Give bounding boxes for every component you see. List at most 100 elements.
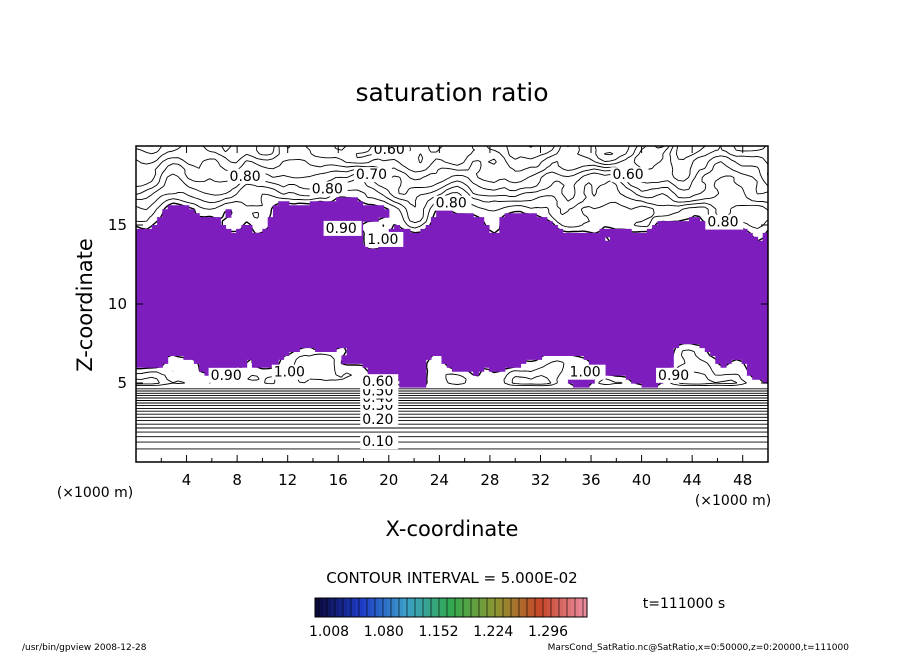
colorbar-cell <box>579 598 584 617</box>
colorbar-cell <box>379 598 384 617</box>
colorbar-cell <box>483 598 488 617</box>
contour-label-bg <box>208 367 247 383</box>
colorbar-cell <box>527 598 532 617</box>
colorbar-cell <box>431 598 436 617</box>
colorbar-tick-label: 1.152 <box>418 624 458 640</box>
y-tick-label: 10 <box>108 295 127 313</box>
contour-label-bg <box>360 374 399 390</box>
colorbar-cell <box>499 598 504 617</box>
colorbar-cell <box>455 598 460 617</box>
colorbar-cell <box>411 598 416 617</box>
colorbar-cell <box>471 598 476 617</box>
colorbar-cell <box>503 598 508 617</box>
colorbar-cell <box>519 598 524 617</box>
contour-label: 0.80 <box>312 181 343 197</box>
colorbar-cell <box>547 598 552 617</box>
colorbar-cell <box>399 598 404 617</box>
x-tick-label: 8 <box>232 471 242 489</box>
colorbar <box>314 597 588 618</box>
colorbar-cell <box>491 598 496 617</box>
colorbar-cell <box>583 598 588 617</box>
colorbar-cell <box>351 598 356 617</box>
colorbar-cell <box>315 598 320 617</box>
contour-label-bg <box>323 220 362 236</box>
contour-label: 0.10 <box>362 434 393 450</box>
x-tick-label: 16 <box>329 471 348 489</box>
x-tick-label: 48 <box>733 471 752 489</box>
colorbar-cell <box>447 598 452 617</box>
contour-label-bg <box>656 367 695 383</box>
plot-area: 0.100.200.300.400.500.601.000.901.000.90… <box>136 146 768 450</box>
colorbar-cell <box>375 598 380 617</box>
colorbar-cell <box>415 598 420 617</box>
colorbar-tick-label: 1.296 <box>528 624 568 640</box>
colorbar-cell <box>427 598 432 617</box>
contour-label: 0.90 <box>658 368 689 384</box>
colorbar-cell <box>463 598 468 617</box>
colorbar-cell <box>507 598 512 617</box>
colorbar-cell <box>487 598 492 617</box>
colorbar-ticks: 1.008 1.080 1.152 1.224 1.296 <box>309 624 568 640</box>
x-tick-label: 20 <box>379 471 398 489</box>
x-axis-label: X-coordinate <box>386 517 519 541</box>
colorbar-cell <box>443 598 448 617</box>
colorbar-cell <box>551 598 556 617</box>
y-axis-label: Z-coordinate <box>73 238 97 372</box>
contour-label: 1.00 <box>570 365 601 381</box>
colorbar-cell <box>467 598 472 617</box>
contour-label-bg <box>705 214 744 230</box>
y-axis-unit: (×1000 m) <box>695 493 771 509</box>
contour-label: 0.80 <box>707 215 738 231</box>
contour-label: 0.90 <box>326 221 357 237</box>
colorbar-cell <box>331 598 336 617</box>
colorbar-cell <box>535 598 540 617</box>
x-tick-label: 24 <box>430 471 449 489</box>
contour-label-bg <box>360 412 399 428</box>
x-axis-ticks: 4 8 12 16 20 24 28 32 36 40 44 48 <box>160 146 752 489</box>
contour-label: 0.80 <box>230 169 261 185</box>
colorbar-cell <box>567 598 572 617</box>
colorbar-cell <box>383 598 388 617</box>
colorbar-cell <box>575 598 580 617</box>
colorbar-cell <box>371 598 376 617</box>
contour-label-bg <box>365 231 404 247</box>
x-tick-label: 32 <box>531 471 550 489</box>
contour-label: 1.00 <box>274 365 305 381</box>
colorbar-cell <box>403 598 408 617</box>
contour-line-0.70 <box>136 146 768 401</box>
colorbar-cell <box>479 598 484 617</box>
contour-label-bg <box>371 146 410 157</box>
colorbar-cell <box>327 598 332 617</box>
colorbar-cell <box>539 598 544 617</box>
footer-right: MarsCond_SatRatio.nc@SatRatio,x=0:50000,… <box>548 643 850 653</box>
contour-line-0.85 <box>136 172 768 394</box>
x-axis-left-unit: (×1000 m) <box>57 485 133 501</box>
x-tick-label: 12 <box>278 471 297 489</box>
time-label: t=111000 s <box>643 596 725 612</box>
contour-label: 0.20 <box>362 412 393 428</box>
colorbar-cell <box>563 598 568 617</box>
colorbar-cell <box>423 598 428 617</box>
supersaturated-region <box>136 197 768 388</box>
contour-label: 1.00 <box>367 232 398 248</box>
contour-label-bg <box>271 364 310 380</box>
contour-label: 0.90 <box>211 368 242 384</box>
contour-label-bg <box>567 364 606 380</box>
colorbar-cell <box>511 598 516 617</box>
colorbar-cell <box>359 598 364 617</box>
shaded-regions <box>136 197 768 388</box>
colorbar-cell <box>555 598 560 617</box>
contour-label: 0.70 <box>356 167 387 183</box>
contour-line-0.60 <box>136 146 768 407</box>
colorbar-cell <box>323 598 328 617</box>
x-tick-label: 28 <box>480 471 499 489</box>
colorbar-cell <box>475 598 480 617</box>
colorbar-cell <box>355 598 360 617</box>
colorbar-cell <box>419 598 424 617</box>
colorbar-tick-label: 1.008 <box>309 624 349 640</box>
colorbar-cell <box>335 598 340 617</box>
contour-label: 0.80 <box>436 196 467 212</box>
colorbar-cell <box>339 598 344 617</box>
chart-title: saturation ratio <box>355 78 548 107</box>
